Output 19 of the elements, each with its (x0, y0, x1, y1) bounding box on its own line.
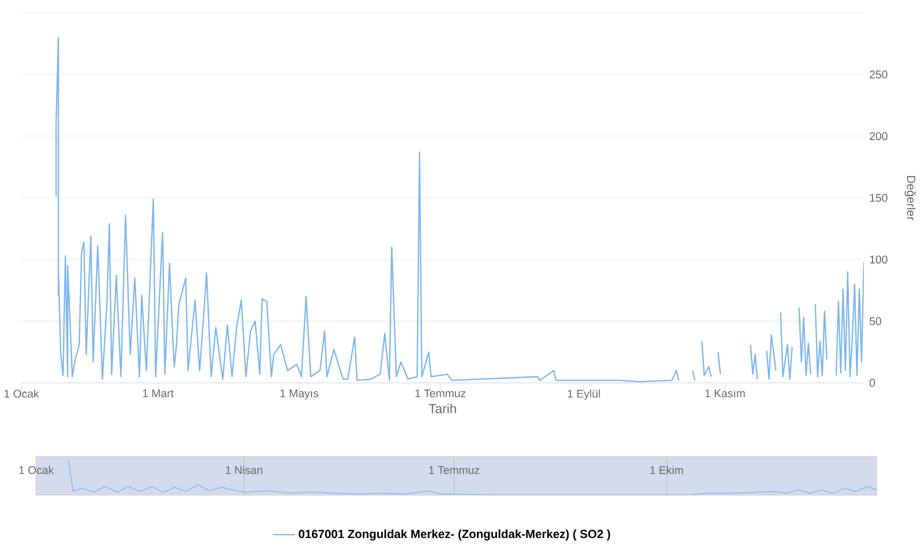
x-tick-label: 1 Mayıs (280, 389, 318, 400)
x-tick-label: 1 Ocak (19, 466, 54, 474)
x-tick-label: 1 Ekim (650, 466, 683, 474)
y-tick-label: 200 (870, 132, 888, 140)
y-tick-label: 100 (870, 255, 888, 264)
y-tick-label: 150 (870, 194, 888, 202)
y-tick-label: 50 (870, 317, 882, 326)
y-tick-label: 250 (870, 70, 888, 78)
x-tick-label: 1 Mart (142, 389, 174, 398)
y-axis-title: Değerler (904, 176, 916, 220)
x-tick-label: 1 Temmuz (429, 466, 480, 474)
x-tick-label: 1 Eylül (568, 389, 600, 400)
x-tick-label: 1 Ocak (4, 389, 40, 398)
y-tick-label: 0 (870, 378, 875, 387)
x-tick-label: 1 Nisan (226, 466, 262, 474)
legend-label: 0167001 Zonguldak Merkez- (Zonguldak-Merkez) ( SO2 ) (298, 529, 610, 540)
x-axis-title: Tarih (428, 404, 456, 414)
x-tick-label: 1 Temmuz (415, 389, 466, 398)
x-tick-label: 1 Kasım (705, 389, 745, 398)
